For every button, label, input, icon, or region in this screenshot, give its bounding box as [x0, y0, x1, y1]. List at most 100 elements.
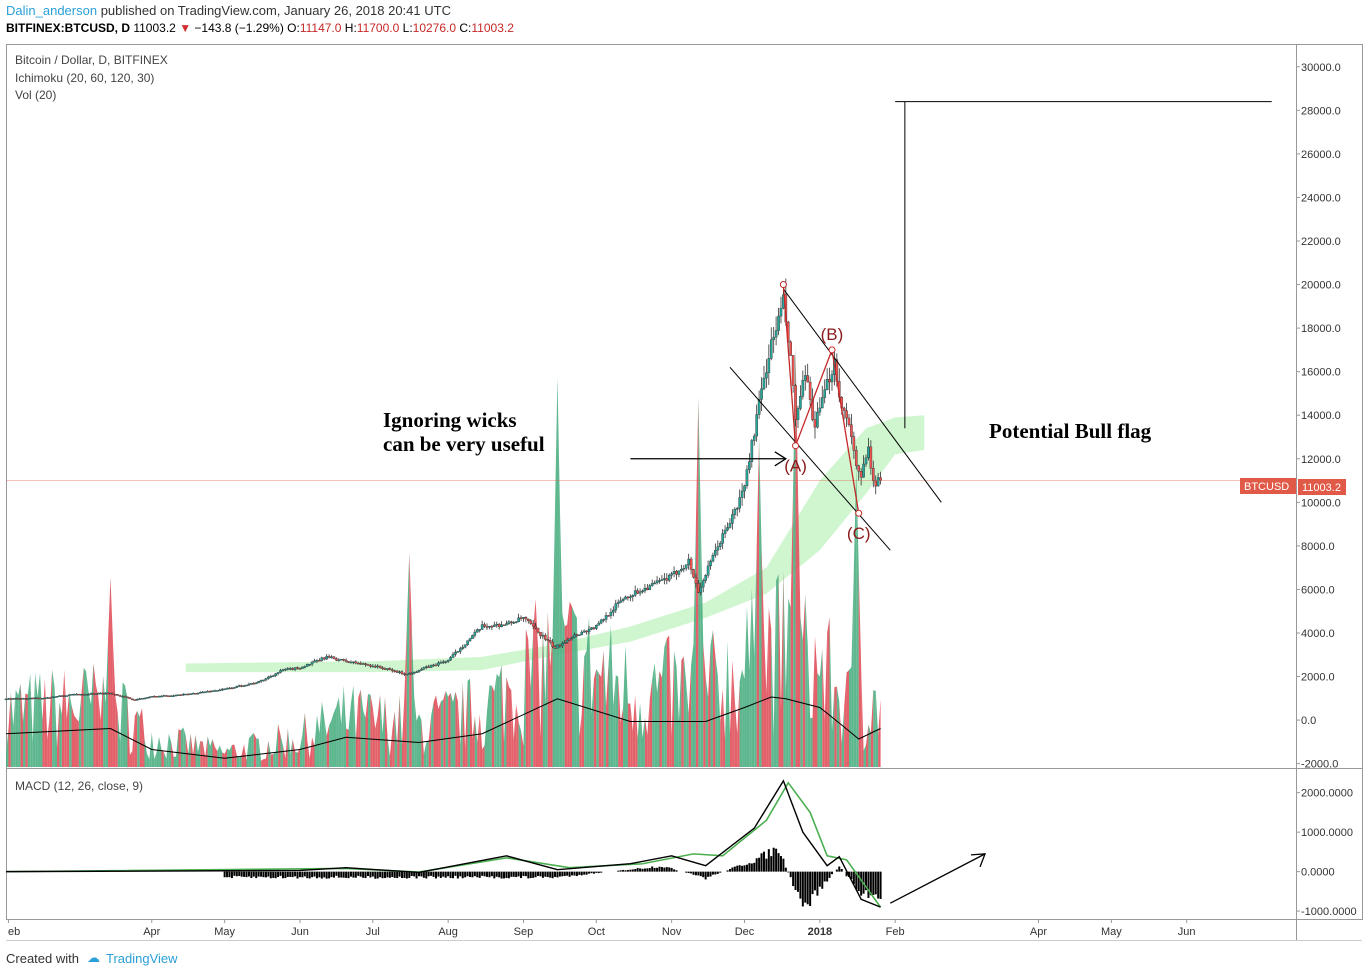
price-tag-value: 11003.2: [1302, 482, 1341, 494]
candle-up: [216, 690, 219, 692]
volume-bar: [222, 752, 225, 767]
volume-bar: [81, 667, 84, 767]
candle-down: [534, 625, 537, 629]
volume-bar: [15, 689, 19, 767]
time-axis-label: eb: [8, 926, 20, 938]
volume-bar: [397, 695, 400, 767]
volume-bar: [401, 695, 405, 767]
candle-up: [738, 497, 741, 509]
tradingview-brand-link[interactable]: TradingView: [105, 950, 178, 966]
time-axis-label: Aug: [438, 926, 458, 938]
price-axis[interactable]: 30000.0 28000.0 26000.0 24000.0 22000.0 20000…: [1296, 62, 1357, 918]
candle-up: [466, 640, 469, 645]
macd-histogram-bar: [634, 869, 637, 872]
macd-histogram-bar: [877, 871, 880, 899]
candle-up: [242, 685, 246, 687]
macd-histogram-bar: [741, 865, 744, 872]
macd-histogram-bar: [313, 871, 316, 877]
candle-up: [672, 571, 676, 574]
macd-histogram-bar: [745, 864, 748, 872]
macd-histogram-bar: [235, 871, 238, 877]
volume-bar: [491, 685, 495, 767]
volume-bar: [644, 717, 648, 767]
candle-up: [157, 695, 161, 698]
candle-down: [165, 695, 168, 697]
volume-bar: [574, 613, 577, 767]
candle-up: [456, 651, 460, 653]
candle-up: [731, 514, 734, 524]
candle-down: [101, 692, 105, 695]
macd-histogram-bar: [469, 871, 472, 878]
price-axis-label: -2000.0: [1301, 759, 1338, 771]
macd-histogram-bar: [432, 871, 435, 877]
macd-plot: [5, 779, 987, 908]
macd-histogram-bar: [702, 871, 705, 878]
macd-histogram-bar: [541, 871, 544, 878]
candle-up: [182, 693, 185, 696]
volume-bar: [625, 645, 628, 767]
candle-down: [544, 635, 547, 640]
macd-histogram-bar: [704, 871, 707, 880]
volume-bar: [268, 740, 271, 767]
candle-up: [276, 672, 280, 674]
volume-bar: [40, 673, 43, 767]
candle-up: [145, 697, 149, 699]
volume-bar: [127, 698, 130, 767]
candle-up: [779, 307, 783, 317]
candle-up: [655, 580, 659, 584]
candle-up: [493, 624, 496, 627]
wicks-note-line2: can be very useful: [383, 432, 545, 456]
candle-up: [718, 543, 722, 547]
wicks-note-line1: Ignoring wicks: [383, 408, 517, 432]
candle-down: [335, 658, 338, 661]
volume-bar: [610, 625, 614, 767]
candle-down: [36, 697, 39, 700]
candle-down: [806, 375, 809, 383]
legend-macd[interactable]: MACD (12, 26, close, 9): [15, 779, 143, 793]
macd-axis-label: 2000.0000: [1301, 788, 1353, 800]
candle-down: [133, 699, 137, 701]
candle-up: [478, 629, 482, 631]
volume-bar: [642, 717, 645, 767]
candle-up: [420, 668, 423, 671]
volume-ma-line: [5, 696, 881, 759]
macd-histogram-bar: [755, 858, 758, 872]
volume-bar: [508, 686, 512, 767]
candle-up: [410, 673, 414, 675]
candle-down: [364, 663, 367, 665]
macd-histogram-bar: [665, 867, 668, 872]
candle-up: [825, 379, 829, 390]
candle-down: [869, 446, 873, 469]
channel-lower-line: [729, 366, 891, 551]
candle-up: [818, 407, 822, 413]
time-axis[interactable]: eb Apr May Jun Jul Aug Sep Oct Nov Dec 2018 Feb Apr M…: [7, 919, 1196, 938]
macd-histogram-bar: [760, 853, 763, 872]
macd-histogram-bar: [709, 871, 712, 877]
candle-down: [111, 692, 115, 695]
candle-down: [155, 696, 158, 698]
candle-up: [262, 679, 265, 682]
candle-up: [89, 693, 93, 695]
macd-histogram-bar: [447, 871, 450, 877]
candle-down: [322, 657, 326, 660]
legend-ichimoku[interactable]: Ichimoku (20, 60, 120, 30): [15, 71, 154, 85]
volume-bar: [606, 665, 609, 767]
macd-histogram-bar: [403, 871, 406, 878]
macd-histogram-bar: [383, 871, 386, 879]
volume-bar: [108, 577, 111, 767]
macd-histogram-bar: [738, 865, 741, 872]
candle-down: [318, 660, 321, 662]
candle-up: [330, 656, 333, 659]
candle-up: [721, 533, 724, 544]
volume-bar: [712, 629, 716, 767]
author-link[interactable]: Dalin_anderson: [6, 3, 98, 18]
candle-up: [177, 694, 180, 696]
candle-down: [194, 693, 197, 695]
volume-bar: [467, 678, 471, 767]
volume-bar: [620, 708, 624, 767]
volume-bar: [657, 670, 660, 767]
candle-down: [519, 617, 523, 619]
volume-bar: [654, 662, 658, 767]
legend-volume[interactable]: Vol (20): [15, 88, 56, 102]
